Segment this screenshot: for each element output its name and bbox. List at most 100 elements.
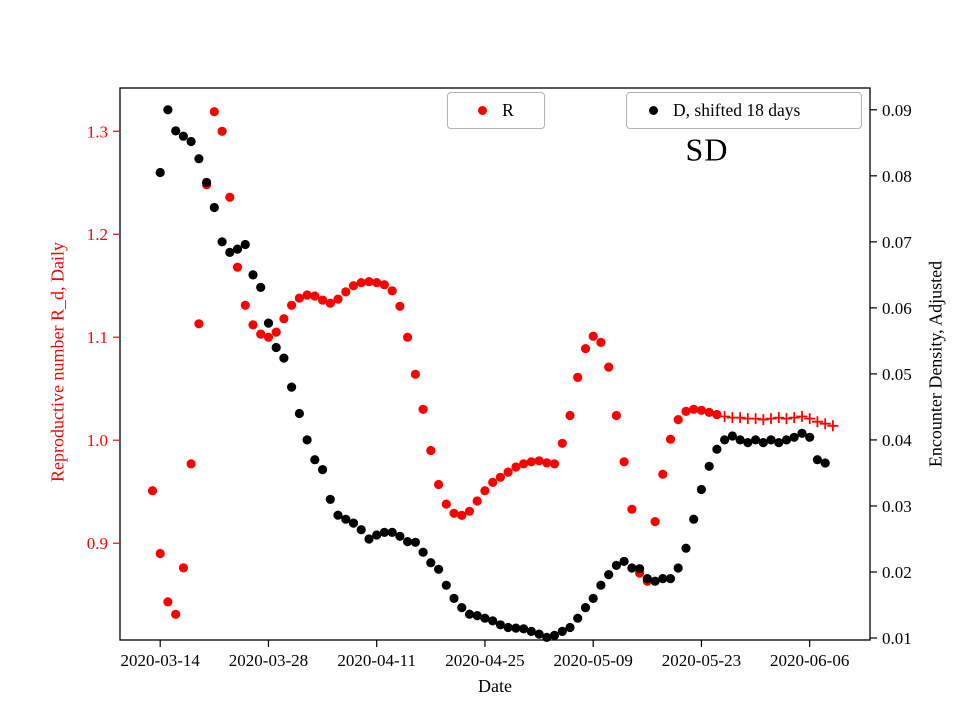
data-point-plus — [757, 414, 769, 426]
data-point-plus — [734, 412, 746, 424]
x-tick-label: 2020-05-09 — [554, 651, 633, 670]
data-point — [464, 609, 475, 619]
data-point — [658, 574, 668, 584]
data-point — [232, 262, 243, 272]
left-tick-label: 1.0 — [87, 431, 108, 450]
data-point — [410, 537, 420, 547]
data-point — [310, 291, 320, 301]
data-point — [186, 459, 196, 469]
data-point-plus — [781, 413, 792, 425]
data-point — [434, 564, 444, 574]
data-point — [294, 408, 304, 419]
data-point — [557, 438, 567, 448]
data-point — [364, 277, 374, 287]
data-point — [526, 457, 536, 467]
data-point — [511, 623, 521, 633]
data-point — [225, 247, 235, 257]
data-point — [449, 508, 459, 518]
data-point — [287, 300, 297, 310]
data-point — [781, 435, 792, 445]
data-point — [480, 613, 490, 623]
data-point — [588, 331, 598, 341]
x-tick-label: 2020-05-23 — [662, 651, 741, 670]
data-point — [356, 278, 366, 288]
data-point — [611, 410, 622, 421]
data-point — [689, 514, 699, 524]
data-point — [186, 136, 196, 147]
series-R — [147, 107, 722, 619]
data-point — [178, 563, 188, 573]
right-tick-label: 0.09 — [882, 101, 912, 120]
data-point — [310, 455, 320, 465]
data-point — [519, 459, 529, 469]
data-point — [287, 382, 297, 392]
data-point — [271, 327, 281, 337]
data-point — [727, 431, 738, 441]
data-point — [379, 527, 389, 538]
data-point — [147, 486, 158, 496]
data-point — [333, 294, 343, 304]
data-point — [480, 486, 490, 496]
legend-D: D, shifted 18 days — [626, 92, 862, 129]
data-point — [395, 301, 405, 311]
data-point — [673, 563, 683, 573]
left-axis-title: Reproductive number R_d, Daily — [47, 242, 68, 482]
data-point-plus — [827, 420, 839, 432]
data-point — [379, 280, 389, 290]
data-point — [503, 622, 513, 633]
data-point — [341, 287, 351, 297]
data-point — [248, 320, 258, 330]
data-point — [155, 548, 165, 559]
data-point — [696, 484, 707, 495]
data-point — [302, 290, 312, 300]
data-point — [279, 353, 289, 363]
right-tick-label: 0.01 — [882, 629, 912, 648]
right-tick-label: 0.07 — [882, 233, 912, 252]
legend-D-label: D, shifted 18 days — [673, 100, 801, 120]
data-point — [519, 624, 529, 634]
data-point — [580, 344, 591, 354]
data-point — [627, 504, 637, 514]
data-point — [395, 531, 405, 541]
data-point — [588, 593, 598, 604]
right-tick-label: 0.06 — [882, 299, 912, 318]
legend-R-marker-icon — [478, 106, 488, 115]
data-point — [356, 525, 366, 535]
x-axis-title: Date — [478, 676, 512, 696]
data-point — [418, 547, 428, 557]
data-point — [681, 406, 691, 416]
data-point — [202, 177, 212, 187]
data-point — [418, 404, 428, 414]
data-point-plus — [788, 412, 800, 424]
data-point-plus — [719, 411, 731, 422]
plot-frame — [119, 87, 871, 641]
data-point — [534, 456, 544, 466]
data-point — [642, 574, 652, 584]
right-axis-title: Encounter Density, Adjusted — [925, 260, 946, 468]
data-point — [294, 293, 304, 303]
data-point-plus — [804, 413, 816, 425]
data-point — [604, 570, 614, 580]
data-point — [619, 457, 629, 467]
data-point — [735, 435, 745, 445]
data-point — [457, 603, 467, 613]
data-point — [472, 611, 482, 621]
data-point — [171, 609, 181, 619]
data-point — [704, 461, 714, 471]
data-point — [155, 167, 165, 178]
data-point — [240, 239, 250, 250]
data-point — [573, 372, 583, 382]
data-point — [658, 469, 668, 479]
series-D — [155, 105, 830, 643]
data-point — [812, 455, 823, 465]
data-point — [426, 558, 436, 568]
data-point — [403, 332, 413, 342]
data-point — [712, 409, 722, 420]
data-point — [472, 496, 482, 506]
data-point — [178, 131, 188, 141]
data-point-plus — [765, 413, 777, 425]
data-point-plus — [811, 416, 823, 428]
left-tick-label: 1.2 — [87, 225, 108, 244]
data-point — [689, 404, 699, 414]
